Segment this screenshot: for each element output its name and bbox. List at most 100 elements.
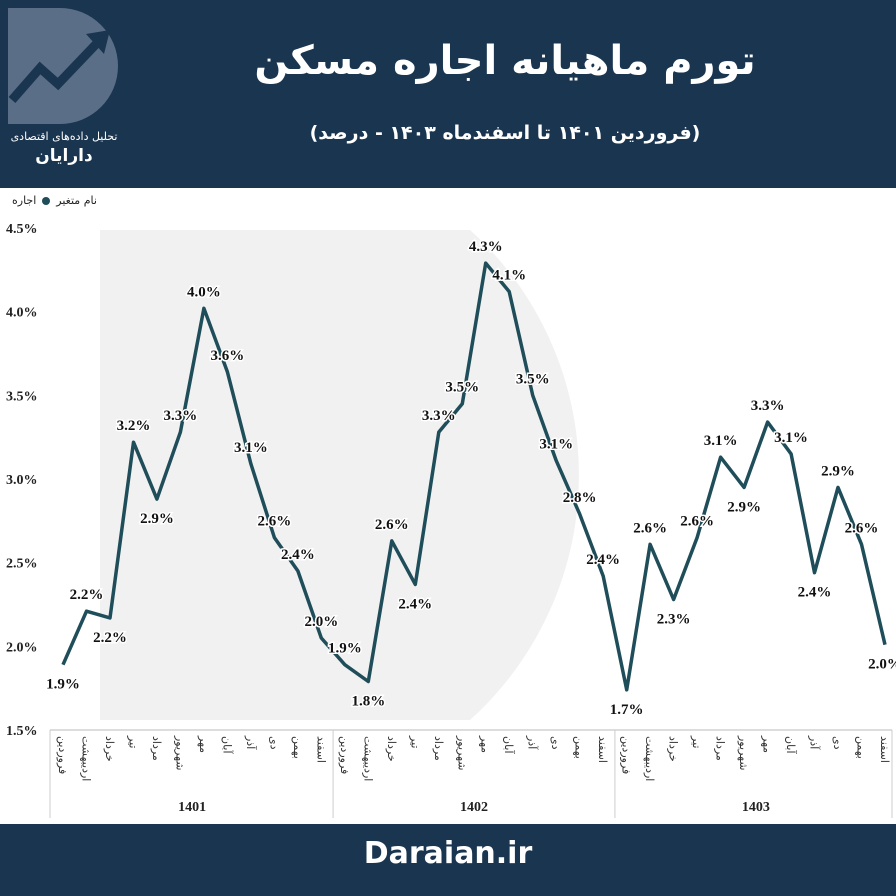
data-label: 3.5%	[516, 371, 550, 387]
series-line-rent	[61, 261, 887, 692]
x-month-label: خرداد	[385, 736, 398, 762]
data-label: 3.1%	[774, 430, 808, 446]
y-tick-label: 3.0%	[6, 473, 38, 488]
chart-legend: نام متغیر اجاره	[12, 194, 97, 207]
data-label: 1.9%	[46, 677, 80, 693]
x-month-label: اردیبهشت	[361, 736, 374, 781]
data-label: 4.0%	[187, 284, 221, 300]
data-label: 2.4%	[281, 547, 315, 563]
data-label: 2.0%	[868, 657, 896, 673]
line-chart: 1.5% 2.0% 2.5% 3.0% 3.5% 4.0% 4.5% فروردین اردی…	[6, 222, 896, 818]
logo-brand-name: دارایان	[35, 146, 93, 166]
x-group-label: 1401	[178, 800, 206, 815]
x-month-label: مهر	[197, 735, 210, 753]
data-label: 2.4%	[798, 585, 832, 601]
data-label: 2.6%	[375, 517, 409, 533]
data-label: 3.5%	[445, 380, 479, 396]
x-month-label: مهر	[479, 735, 492, 753]
x-axis-categories: فروردین اردیبهشت خرداد تیر مرداد شهریور مهر آبا…	[56, 735, 891, 815]
x-month-label: بهمن	[855, 736, 868, 759]
y-axis-ticks: 1.5% 2.0% 2.5% 3.0% 3.5% 4.0% 4.5%	[6, 222, 38, 739]
x-month-label: شهریور	[173, 735, 186, 770]
x-month-label: مهر	[761, 735, 774, 753]
data-label: 2.6%	[680, 514, 714, 530]
data-label: 3.2%	[117, 418, 151, 434]
x-month-label: شهریور	[737, 735, 750, 770]
data-label: 2.6%	[633, 520, 667, 536]
x-group-label: 1402	[460, 800, 488, 815]
y-tick-label: 2.5%	[6, 557, 38, 572]
x-month-label: مرداد	[150, 736, 163, 761]
data-label: 3.1%	[234, 440, 268, 456]
x-month-label: دی	[267, 736, 280, 750]
x-month-label: آذر	[808, 735, 822, 750]
rising-trend-d-logo-icon	[8, 8, 118, 124]
x-month-label: آبان	[502, 736, 516, 754]
data-label: 2.9%	[821, 463, 855, 479]
x-month-label: تیر	[408, 735, 421, 748]
data-label: 2.3%	[657, 611, 691, 627]
data-label: 1.9%	[328, 641, 362, 657]
data-label: 3.1%	[539, 437, 573, 453]
page-subtitle: (فروردین ۱۴۰۱ تا اسفندماه ۱۴۰۳ - درصد)	[309, 122, 701, 144]
y-tick-label: 4.0%	[6, 306, 38, 321]
x-month-label: آبان	[220, 736, 234, 754]
brand-logo: تحلیل داده‌های اقتصادی دارایان	[0, 0, 130, 188]
chart-area: 1.5% 2.0% 2.5% 3.0% 3.5% 4.0% 4.5% فروردین اردی…	[0, 188, 896, 824]
x-group-label: 1403	[742, 800, 770, 815]
data-label: 2.6%	[845, 520, 879, 536]
x-month-label: آذر	[526, 735, 540, 750]
data-label: 3.6%	[211, 348, 245, 364]
x-month-label: خرداد	[103, 736, 116, 762]
legend-series-marker	[42, 196, 51, 205]
x-month-label: فروردین	[56, 736, 69, 774]
data-label: 3.1%	[704, 433, 738, 449]
x-month-label: اسفند	[596, 736, 609, 763]
x-month-label: فروردین	[620, 736, 633, 774]
data-label: 2.9%	[727, 499, 761, 515]
x-month-label: تیر	[690, 735, 703, 748]
page-title: تورم ماهیانه اجاره مسکن	[254, 38, 756, 84]
footer-site-link[interactable]: Daraian.ir	[363, 836, 533, 871]
data-label: 2.0%	[304, 614, 338, 630]
y-tick-label: 1.5%	[6, 724, 38, 739]
data-label: 1.7%	[610, 702, 644, 718]
data-labels: 1.9% 2.2% 2.2% 3.2% 2.9% 3.3% 4.0% 3.6% 3.1% 2.6%…	[45, 238, 896, 720]
footer-banner	[0, 824, 896, 896]
data-label: 4.3%	[469, 239, 503, 255]
data-label: 3.3%	[751, 398, 785, 414]
data-label: 3.3%	[422, 408, 456, 424]
y-tick-label: 3.5%	[6, 389, 38, 404]
x-month-label: مرداد	[714, 736, 727, 761]
data-label: 2.4%	[586, 552, 620, 568]
x-month-label: فروردین	[338, 736, 351, 774]
data-label: 3.3%	[164, 408, 198, 424]
x-month-label: بهمن	[291, 736, 304, 759]
chart-axes	[49, 729, 893, 818]
legend-series-label: اجاره	[12, 194, 37, 207]
data-label: 1.8%	[351, 693, 385, 709]
y-tick-label: 4.5%	[6, 222, 38, 237]
data-label: 2.9%	[140, 511, 174, 527]
data-label: 4.1%	[492, 268, 526, 284]
data-label: 2.4%	[398, 596, 432, 612]
data-label: 2.6%	[257, 514, 291, 530]
x-month-label: خرداد	[667, 736, 680, 762]
x-month-label: شهریور	[455, 735, 468, 770]
x-month-label: بهمن	[573, 736, 586, 759]
x-month-label: آبان	[784, 736, 798, 754]
x-month-label: اسفند	[878, 736, 891, 763]
x-month-label: اسفند	[314, 736, 327, 763]
data-label: 2.8%	[563, 490, 597, 506]
legend-header: نام متغیر	[56, 194, 97, 207]
y-tick-label: 2.0%	[6, 640, 38, 655]
x-month-label: آذر	[244, 735, 258, 750]
x-month-label: اردیبهشت	[79, 736, 92, 781]
x-month-label: تیر	[126, 735, 139, 748]
x-month-label: دی	[549, 736, 562, 750]
data-label: 2.2%	[70, 587, 104, 603]
logo-tagline: تحلیل داده‌های اقتصادی	[10, 130, 118, 143]
x-month-label: مرداد	[432, 736, 445, 761]
x-month-label: دی	[831, 736, 844, 750]
data-label: 2.2%	[93, 630, 127, 646]
